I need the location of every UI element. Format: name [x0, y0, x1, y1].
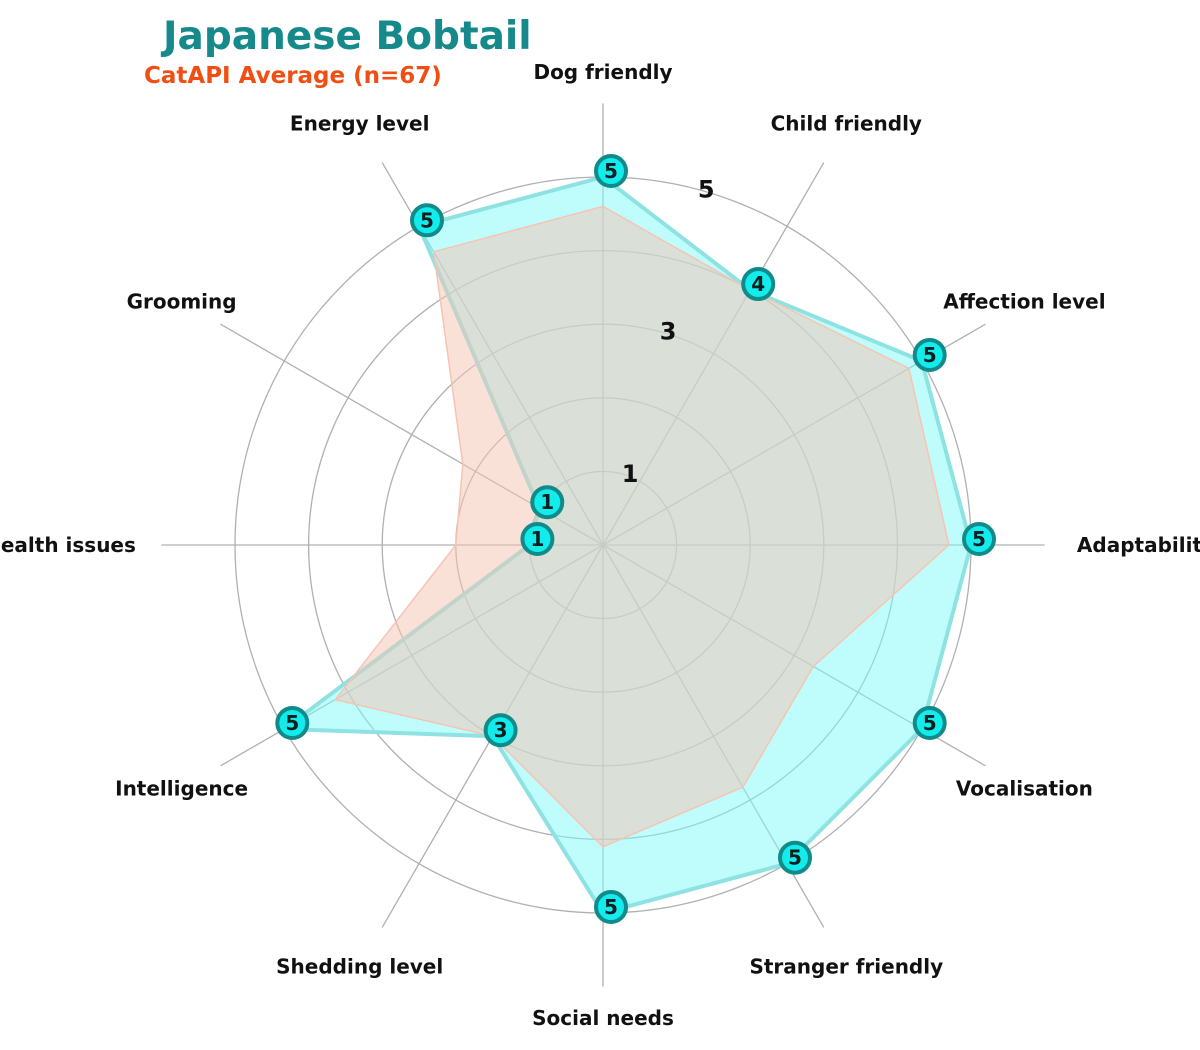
category-label: Stranger friendly	[749, 954, 943, 978]
value-label: 5	[285, 711, 299, 735]
category-label: Dog friendly	[533, 60, 672, 84]
value-marker	[594, 154, 628, 188]
category-label: Adaptability	[1077, 533, 1200, 557]
breed-markers: 5 5 4 5 5 1 1 5 3 5 5 5	[275, 154, 996, 924]
category-label: Affection level	[943, 290, 1105, 314]
value-label: 4	[751, 272, 765, 296]
value-marker	[912, 338, 947, 372]
value-marker	[594, 890, 628, 924]
value-marker	[520, 522, 555, 556]
value-marker	[530, 485, 565, 520]
radial-tick-label: 1	[622, 460, 639, 488]
category-label: Child friendly	[771, 112, 922, 136]
value-label: 5	[604, 159, 618, 183]
category-label: Grooming	[127, 290, 237, 314]
category-labels: Adaptability Affection level Child friendl…	[0, 60, 1200, 1030]
value-marker	[962, 522, 996, 556]
category-label: Social needs	[532, 1006, 674, 1030]
chart-title: Japanese Bobtail	[163, 14, 532, 59]
value-marker	[741, 267, 776, 302]
value-marker	[778, 840, 812, 875]
radial-tick-label: 3	[660, 318, 677, 346]
value-label: 5	[788, 846, 802, 870]
category-label: Energy level	[290, 112, 430, 136]
value-label: 1	[530, 527, 544, 551]
value-label: 5	[923, 711, 937, 735]
value-label: 5	[604, 895, 618, 919]
value-marker	[410, 203, 444, 238]
value-label: 5	[923, 343, 937, 367]
radial-tick-label: 5	[698, 176, 715, 204]
value-label: 5	[972, 527, 986, 551]
value-label: 1	[540, 490, 554, 514]
value-marker	[483, 713, 518, 748]
category-label: Intelligence	[115, 776, 248, 800]
value-label: 5	[420, 208, 434, 232]
value-label: 3	[494, 718, 508, 742]
value-marker	[912, 706, 947, 740]
value-marker	[275, 706, 310, 740]
chart-subtitle: CatAPI Average (n=67)	[144, 63, 442, 89]
radial-tick-labels: 1 3 5	[622, 176, 715, 488]
category-label: Health issues	[0, 533, 136, 557]
category-label: Vocalisation	[956, 776, 1093, 800]
category-label: Shedding level	[276, 954, 443, 978]
